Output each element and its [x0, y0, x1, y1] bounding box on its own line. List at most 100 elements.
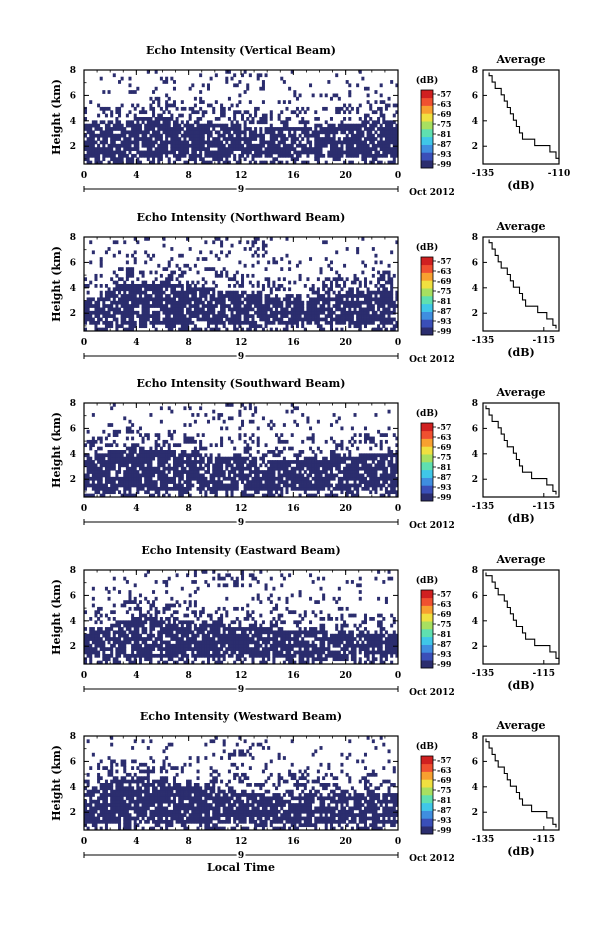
echo-cell	[125, 294, 129, 298]
echo-cell	[358, 133, 362, 138]
echo-cell	[288, 294, 292, 298]
echo-cell	[329, 436, 333, 441]
echo-cell	[220, 300, 224, 305]
echo-cell	[128, 453, 132, 458]
echo-cell	[306, 147, 310, 151]
echo-cell	[337, 317, 341, 322]
echo-cell	[91, 153, 95, 158]
echo-cell	[324, 314, 328, 318]
echo-cell	[123, 137, 127, 141]
echo-cell	[99, 486, 103, 491]
echo-cell	[123, 637, 127, 641]
echo-cell	[363, 123, 367, 128]
echo-cell	[275, 317, 279, 322]
echo-cell	[149, 127, 153, 131]
echo-cell	[214, 317, 218, 322]
echo-cell	[277, 480, 281, 484]
echo-cell	[227, 294, 231, 298]
echo-cell	[343, 307, 347, 312]
echo-cell	[112, 617, 116, 621]
echo-cell	[345, 247, 349, 251]
echo-cell	[243, 137, 247, 141]
echo-cell	[220, 413, 224, 417]
echo-cell	[204, 123, 208, 128]
echo-cell	[248, 473, 252, 478]
echo-cell	[175, 463, 179, 468]
echo-cell	[141, 623, 145, 628]
echo-cell	[136, 473, 140, 478]
echo-cell	[152, 143, 156, 148]
echo-cell	[180, 490, 184, 495]
echo-cell	[350, 483, 354, 488]
colorbar-tick-label: -87	[437, 472, 451, 482]
echo-cell	[319, 267, 323, 271]
echo-cell	[353, 280, 357, 285]
echo-cell	[178, 490, 182, 495]
echo-cell	[131, 147, 135, 151]
echo-cell	[319, 127, 323, 131]
echo-cell	[146, 307, 150, 312]
echo-cell	[99, 460, 103, 464]
echo-cell	[390, 470, 394, 474]
echo-cell	[214, 130, 218, 135]
echo-cell	[123, 297, 127, 302]
echo-cell	[175, 314, 179, 318]
echo-cell	[261, 453, 265, 458]
echo-cell	[86, 290, 90, 295]
colorbar-tick-label: -63	[437, 266, 452, 276]
echo-cell	[222, 150, 226, 155]
echo-cell	[384, 133, 388, 138]
echo-cell	[366, 150, 370, 155]
echo-cell	[220, 483, 224, 488]
echo-cell	[138, 473, 142, 478]
echo-cell	[227, 460, 231, 464]
echo-cell	[340, 317, 344, 322]
echo-cell	[329, 267, 333, 271]
echo-cell	[348, 483, 352, 488]
echo-cell	[193, 263, 197, 268]
echo-cell	[125, 436, 129, 441]
echo-cell	[94, 304, 98, 308]
echo-cell	[112, 463, 116, 468]
echo-cell	[120, 130, 124, 135]
echo-cell	[348, 476, 352, 481]
echo-cell	[167, 120, 171, 125]
echo-cell	[222, 160, 226, 165]
profile-x-tick-label: -135	[472, 336, 495, 346]
echo-cell	[94, 439, 98, 444]
echo-cell	[293, 406, 297, 411]
echo-cell	[288, 100, 292, 104]
echo-cell	[131, 327, 135, 332]
echo-cell	[295, 453, 299, 458]
echo-cell	[387, 463, 391, 468]
echo-cell	[254, 300, 258, 305]
echo-cell	[149, 470, 153, 474]
echo-cell	[329, 470, 333, 474]
echo-cell	[118, 137, 122, 141]
echo-cell	[209, 140, 213, 145]
echo-cell	[136, 620, 140, 625]
echo-cell	[97, 150, 101, 155]
echo-cell	[392, 327, 396, 332]
echo-cell	[89, 127, 93, 131]
echo-cell	[387, 473, 391, 478]
echo-cell	[306, 476, 310, 481]
echo-cell	[371, 120, 375, 125]
echo-cell	[314, 143, 318, 148]
echo-cell	[356, 463, 360, 468]
echo-cell	[178, 273, 182, 278]
echo-cell	[356, 130, 360, 135]
echo-cell	[99, 120, 103, 125]
echo-cell	[89, 443, 93, 448]
echo-cell	[141, 304, 145, 308]
echo-cell	[343, 317, 347, 322]
echo-cell	[217, 473, 221, 478]
echo-cell	[125, 120, 129, 125]
echo-cell	[186, 127, 190, 131]
echo-cell	[335, 277, 339, 282]
echo-cell	[170, 257, 174, 261]
echo-cell	[204, 446, 208, 451]
echo-cell	[175, 157, 179, 162]
echo-cell	[110, 294, 114, 298]
echo-cell	[233, 110, 237, 115]
